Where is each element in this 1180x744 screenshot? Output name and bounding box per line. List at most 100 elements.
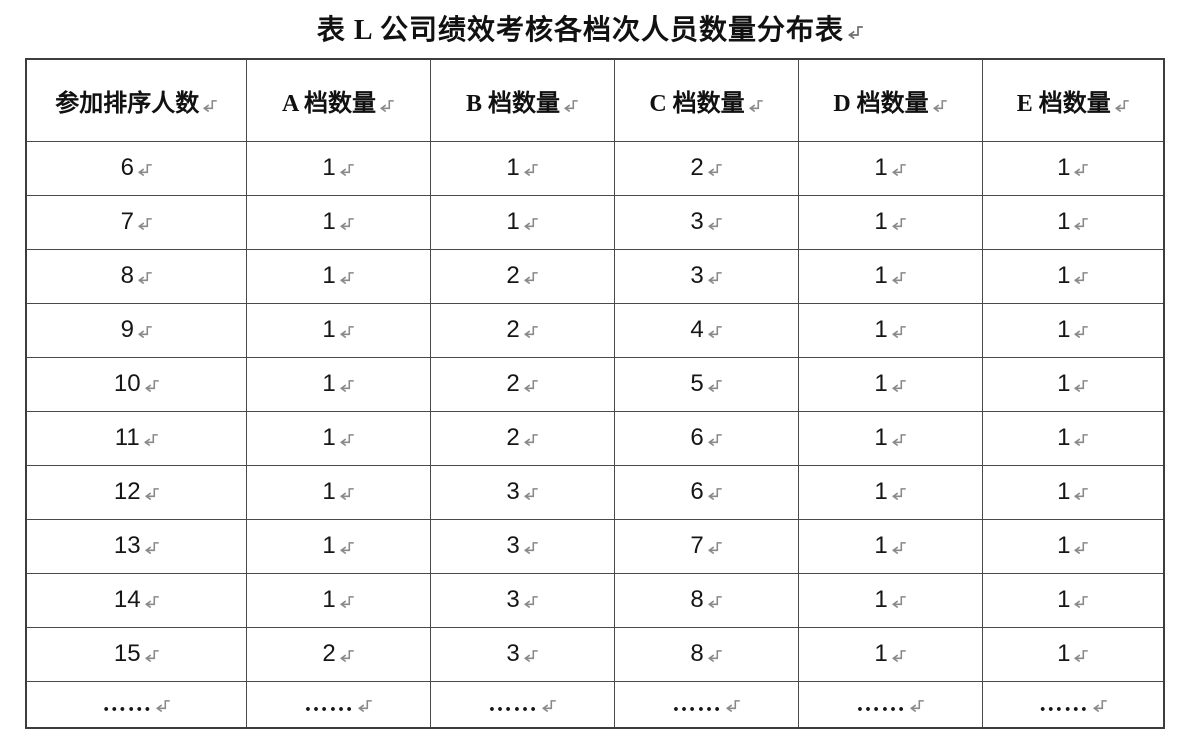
table-row: 7 1 1 3 1 1 xyxy=(25,194,1165,250)
cell-text: 1 xyxy=(874,262,888,289)
header-cell: 参加排序人数 xyxy=(25,58,247,142)
paragraph-return-icon xyxy=(707,164,722,176)
cell-text: A 档数量 xyxy=(281,90,376,117)
table-cell: 3 xyxy=(429,518,615,574)
table-row: 12 1 3 6 1 1 xyxy=(25,464,1165,520)
cell-text: 7 xyxy=(120,208,134,235)
paragraph-return-icon xyxy=(707,218,722,230)
cell-text: 1 xyxy=(1057,370,1071,397)
paragraph-return-icon xyxy=(144,650,159,662)
cell-text: 1 xyxy=(322,532,336,559)
table-row: 13 1 3 7 1 1 xyxy=(25,518,1165,574)
table-row: 6 1 1 2 1 1 xyxy=(25,140,1165,196)
table-cell: 1 xyxy=(245,248,431,304)
paragraph-return-icon xyxy=(339,218,354,230)
paragraph-return-icon xyxy=(726,699,740,712)
paragraph-return-icon xyxy=(891,380,906,392)
cell-text: 1 xyxy=(1057,154,1071,181)
table-cell: 6 xyxy=(25,140,247,196)
paragraph-return-icon xyxy=(891,488,906,500)
cell-text: 1 xyxy=(1057,532,1071,559)
table-cell: 8 xyxy=(25,248,247,304)
table-cell: 1 xyxy=(981,356,1165,412)
paragraph-return-icon xyxy=(339,272,354,284)
table-cell: 2 xyxy=(429,410,615,466)
table-cell: 1 xyxy=(429,140,615,196)
table-cell: 1 xyxy=(245,572,431,628)
paragraph-return-icon xyxy=(1074,218,1089,230)
paragraph-return-icon xyxy=(1074,434,1089,446)
paragraph-return-icon xyxy=(891,650,906,662)
cell-text: 3 xyxy=(506,478,520,505)
table-cell: 1 xyxy=(981,248,1165,304)
table-cell: 4 xyxy=(613,302,799,358)
paragraph-return-icon xyxy=(891,164,906,176)
cell-text: 1 xyxy=(322,262,336,289)
table-cell: 1 xyxy=(797,302,983,358)
paragraph-return-icon xyxy=(339,650,354,662)
table-cell: 1 xyxy=(981,302,1165,358)
table-row: 14 1 3 8 1 1 xyxy=(25,572,1165,628)
paragraph-return-icon xyxy=(1074,380,1089,392)
header-cell: B 档数量 xyxy=(429,58,615,142)
table-cell: …… xyxy=(797,680,983,729)
table-cell: 13 xyxy=(25,518,247,574)
table-cell: 1 xyxy=(981,140,1165,196)
table-cell: 1 xyxy=(981,410,1165,466)
table-cell: 1 xyxy=(245,140,431,196)
cell-text: 12 xyxy=(113,478,141,505)
cell-text: 6 xyxy=(690,478,704,505)
paragraph-return-icon xyxy=(523,650,538,662)
cell-text: 1 xyxy=(1057,478,1071,505)
cell-text: 1 xyxy=(1057,262,1071,289)
cell-text: 1 xyxy=(1057,316,1071,343)
table-cell: 1 xyxy=(245,356,431,412)
cell-text: 3 xyxy=(506,640,520,667)
table-cell: 6 xyxy=(613,464,799,520)
paragraph-return-icon xyxy=(1074,326,1089,338)
paragraph-return-icon xyxy=(707,650,722,662)
table-cell: 9 xyxy=(25,302,247,358)
cell-text: 15 xyxy=(113,640,141,667)
table-cell: 1 xyxy=(797,248,983,304)
paragraph-return-icon xyxy=(1115,99,1129,112)
table-cell: 8 xyxy=(613,626,799,682)
table-cell: 3 xyxy=(429,572,615,628)
paragraph-return-icon xyxy=(1074,650,1089,662)
table-cell: 10 xyxy=(25,356,247,412)
cell-text: 2 xyxy=(506,424,520,451)
paragraph-return-icon xyxy=(339,596,354,608)
paragraph-return-icon xyxy=(144,488,159,500)
table-cell: 2 xyxy=(245,626,431,682)
cell-text: D 档数量 xyxy=(833,90,929,117)
table-cell: 1 xyxy=(797,518,983,574)
paragraph-return-icon xyxy=(707,326,722,338)
paragraph-return-icon xyxy=(564,99,578,112)
cell-text: 1 xyxy=(322,370,336,397)
cell-text: …… xyxy=(488,690,538,717)
paragraph-return-icon xyxy=(891,326,906,338)
cell-text: 14 xyxy=(113,586,141,613)
cell-text: 10 xyxy=(113,370,141,397)
cell-text: 1 xyxy=(1057,424,1071,451)
cell-text: 8 xyxy=(120,262,134,289)
paragraph-return-icon xyxy=(339,434,354,446)
cell-text: 2 xyxy=(506,316,520,343)
table-cell: 11 xyxy=(25,410,247,466)
table-cell: 1 xyxy=(797,464,983,520)
paragraph-return-icon xyxy=(707,272,722,284)
paragraph-return-icon xyxy=(339,380,354,392)
paragraph-return-icon xyxy=(1093,699,1107,712)
table-cell: 7 xyxy=(25,194,247,250)
paragraph-return-icon xyxy=(707,434,722,446)
paragraph-return-icon xyxy=(707,380,722,392)
table-cell: …… xyxy=(245,680,431,729)
cell-text: 1 xyxy=(874,154,888,181)
paragraph-return-icon xyxy=(891,218,906,230)
paragraph-return-icon xyxy=(542,699,556,712)
paragraph-return-icon xyxy=(339,542,354,554)
table-row: 10 1 2 5 1 1 xyxy=(25,356,1165,412)
distribution-table: 参加排序人数 A 档数量 B 档数量 C 档数量 D 档数量 E 档数量 6 1… xyxy=(25,58,1165,729)
table-cell: 3 xyxy=(613,248,799,304)
